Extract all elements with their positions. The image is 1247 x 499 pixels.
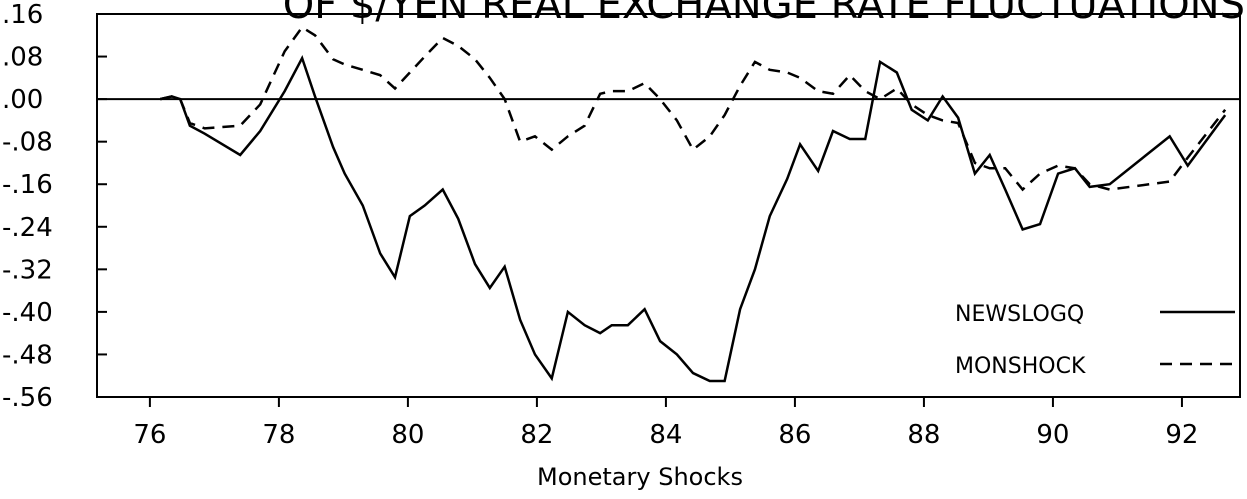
x-tick-label: 86 [778, 420, 811, 450]
legend-label: NEWSLOGQ [955, 302, 1084, 327]
y-tick-label: .00 [2, 85, 43, 115]
x-tick-label: 80 [391, 420, 424, 450]
x-tick-label: 76 [133, 420, 166, 450]
y-tick-label: -.40 [2, 298, 53, 328]
plot-frame [96, 13, 1241, 398]
x-tick-label: 92 [1165, 420, 1198, 450]
x-tick-label: 90 [1036, 420, 1069, 450]
x-tick-label: 82 [520, 420, 553, 450]
y-tick-label: -.16 [2, 170, 53, 200]
y-tick-label: .16 [2, 0, 43, 30]
y-tick-label: -.56 [2, 383, 53, 413]
y-tick-label: -.32 [2, 255, 53, 285]
series-line [159, 54, 1227, 383]
series-line [159, 25, 1227, 192]
x-tick-label: 78 [262, 420, 295, 450]
x-tick-label: 88 [907, 420, 940, 450]
legend-label: MONSHOCK [955, 354, 1086, 379]
y-tick-label: -.48 [2, 340, 53, 370]
x-tick-label: 84 [649, 420, 682, 450]
y-tick-label: .08 [2, 43, 43, 73]
y-tick-label: -.24 [2, 213, 53, 243]
x-axis-label: Monetary Shocks [537, 463, 743, 491]
y-tick-label: -.08 [2, 128, 53, 158]
